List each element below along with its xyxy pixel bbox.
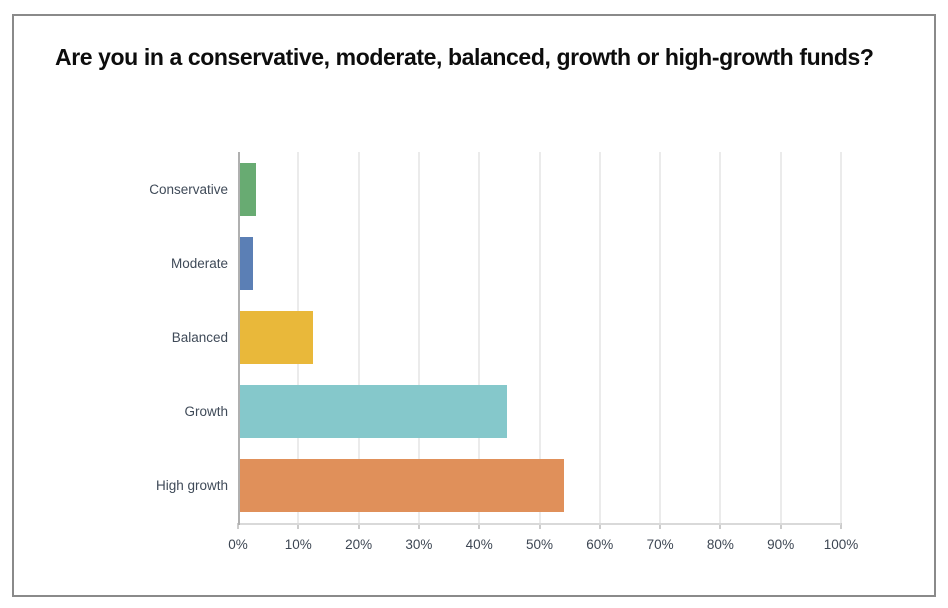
category-label-moderate: Moderate (170, 255, 228, 271)
y-axis-line (238, 152, 240, 525)
x-tick-label-30: 30% (405, 537, 433, 552)
gridline-100 (840, 152, 842, 523)
x-tick-label-10: 10% (284, 537, 312, 552)
x-tick-mark-10 (297, 523, 300, 529)
category-label-conservative: Conservative (149, 181, 228, 197)
bar-balanced (240, 311, 313, 364)
bar-growth (240, 385, 508, 439)
x-tick-label-90: 90% (767, 537, 795, 552)
gridline-40 (478, 152, 481, 523)
bar-moderate (240, 236, 253, 290)
chart-title: Are you in a conservative, moderate, bal… (55, 44, 874, 70)
x-tick-mark-40 (478, 523, 481, 529)
chart-frame: Are you in a conservative, moderate, bal… (12, 14, 936, 597)
x-tick-label-80: 80% (706, 537, 734, 552)
category-label-growth: Growth (184, 404, 228, 420)
x-tick-mark-90 (779, 523, 782, 529)
x-tick-mark-0 (237, 523, 239, 529)
gridline-70 (659, 152, 662, 523)
x-tick-mark-80 (719, 523, 722, 529)
x-tick-label-40: 40% (465, 537, 493, 552)
x-tick-label-0: 0% (228, 537, 248, 552)
x-tick-label-20: 20% (345, 537, 373, 552)
gridline-90 (779, 152, 782, 523)
gridline-30 (417, 152, 420, 523)
x-axis-line (238, 523, 841, 525)
plot-area: 0% 10% 20% 30% 40% 50% 60% 70% 80% 90% 100% Conserv… (149, 152, 858, 552)
x-tick-label-60: 60% (586, 537, 614, 552)
bar-conservative (240, 162, 256, 216)
x-tick-mark-20 (357, 523, 360, 529)
gridline-80 (719, 152, 722, 523)
x-tick-mark-100 (840, 523, 842, 529)
gridline-50 (538, 152, 541, 523)
category-label-balanced: Balanced (171, 330, 228, 345)
x-tick-mark-30 (417, 523, 420, 529)
x-tick-label-50: 50% (525, 537, 554, 552)
x-tick-label-70: 70% (646, 537, 674, 552)
x-tick-mark-70 (659, 523, 662, 529)
gridline-20 (357, 152, 360, 523)
x-tick-mark-50 (538, 523, 541, 529)
category-label-high-growth: High growth (155, 478, 228, 494)
x-tick-mark-60 (598, 523, 601, 529)
gridline-60 (598, 152, 601, 523)
bar-high-growth (240, 459, 564, 513)
x-tick-label-100: 100% (823, 537, 859, 552)
